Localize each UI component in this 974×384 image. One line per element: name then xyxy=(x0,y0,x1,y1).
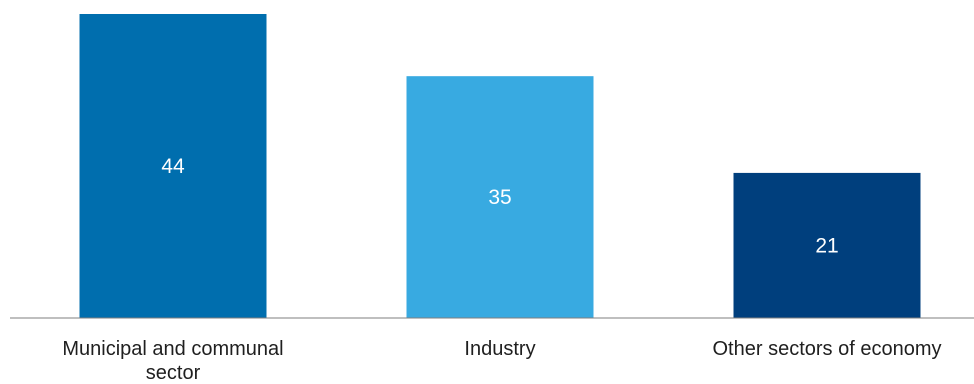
data-label-1: 35 xyxy=(488,186,511,209)
category-label-0: Municipal and communal sector xyxy=(62,338,283,384)
category-label-1-line-0: Industry xyxy=(464,338,535,360)
category-label-2-line-0: Other sectors of economy xyxy=(713,338,942,360)
value-labels-group: 44 35 21 xyxy=(161,155,838,257)
category-labels-group: Municipal and communal sector Industry Othe… xyxy=(62,338,941,384)
data-label-0: 44 xyxy=(161,155,185,178)
bar-1 xyxy=(406,76,594,318)
bars-group xyxy=(79,14,921,318)
category-label-0-line-1: sector xyxy=(146,362,201,384)
bar-0 xyxy=(79,14,267,318)
bar-2 xyxy=(733,172,921,318)
category-label-1: Industry xyxy=(464,338,535,360)
data-label-2: 21 xyxy=(815,234,838,257)
category-label-0-line-0: Municipal and communal xyxy=(62,338,283,360)
category-label-2: Other sectors of economy xyxy=(713,338,942,360)
